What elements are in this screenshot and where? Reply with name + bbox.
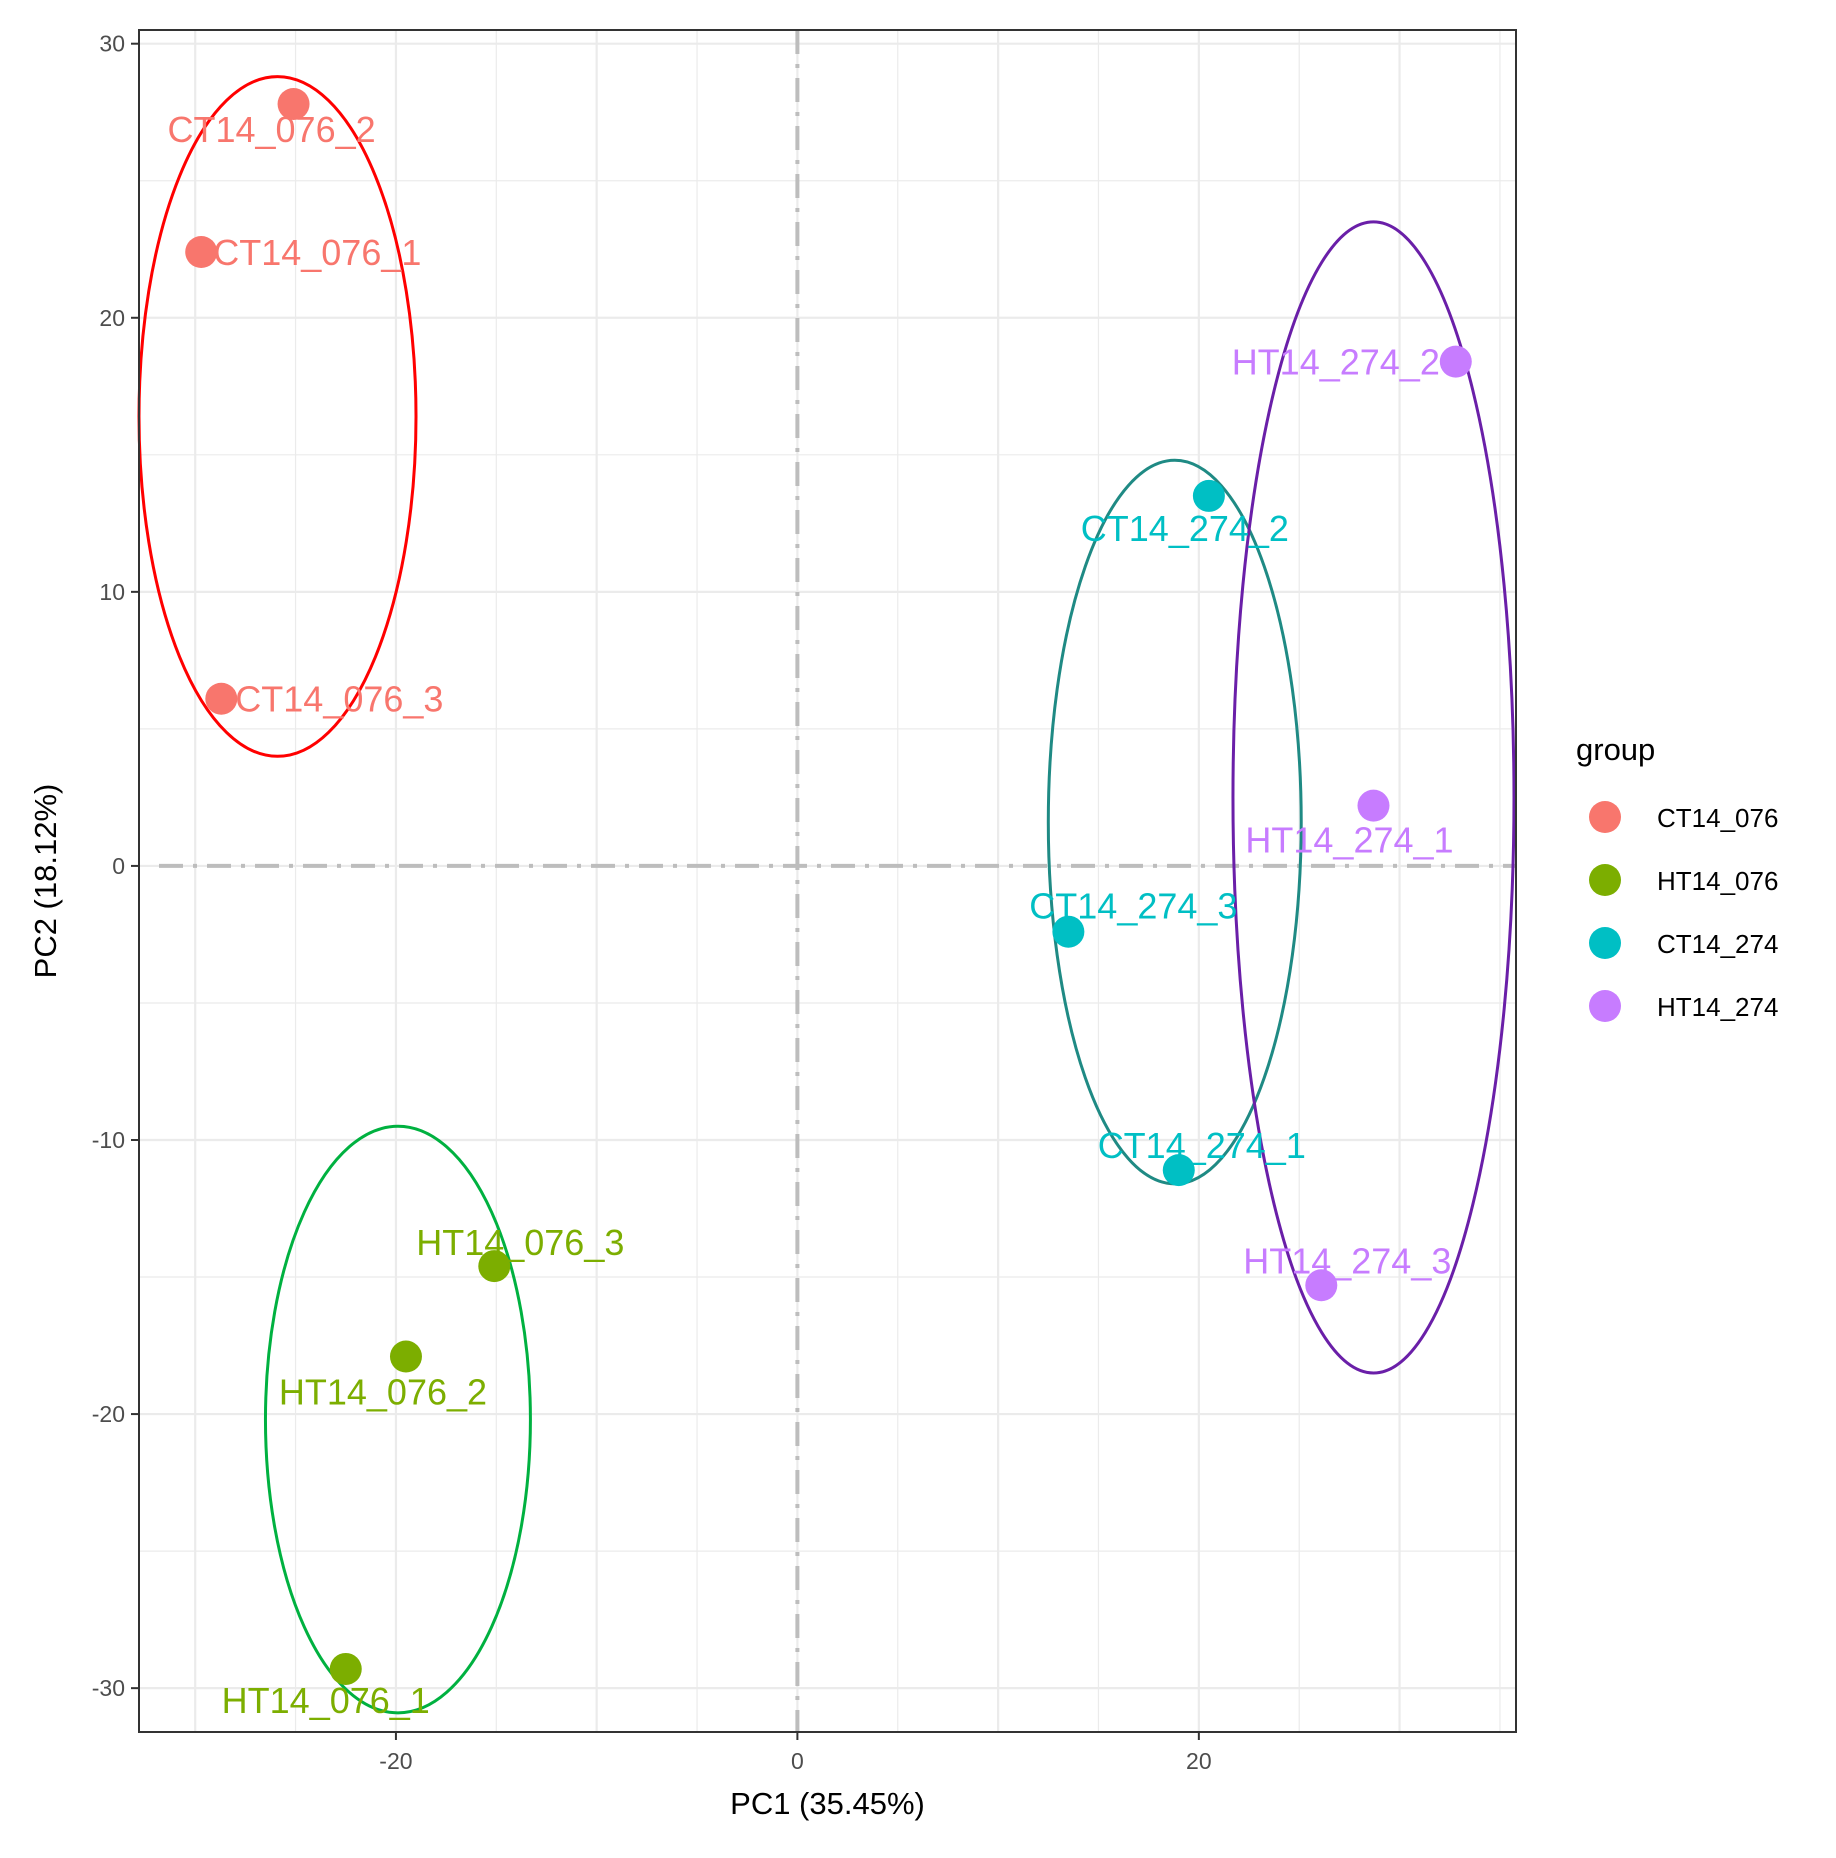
point-ct14-076-1: [185, 236, 218, 268]
point-label-ct14-274-3: CT14_274_3: [1029, 886, 1237, 927]
panel-border: [138, 29, 1517, 1733]
y-tick-label: 10: [99, 579, 125, 605]
point-ht14-076-2: [389, 1340, 422, 1373]
ellipse-ht14-274: [1231, 220, 1516, 1375]
legend-label-ht14-076: HT14_076: [1657, 866, 1778, 896]
point-label-ct14-274-1: CT14_274_1: [1098, 1125, 1306, 1166]
x-tick-label: -20: [379, 1748, 412, 1774]
point-label-ht14-274-3: HT14_274_3: [1243, 1240, 1451, 1281]
point-ct14-274-3: [1052, 915, 1085, 948]
y-tick-label: -30: [92, 1675, 125, 1701]
y-axis-title: PC2 (18.12%): [28, 784, 63, 979]
legend-label-ct14-076: CT14_076: [1657, 803, 1778, 833]
point-ct14-076-2: [277, 88, 310, 120]
x-tick-label: 0: [791, 1748, 804, 1774]
group-ellipses: [137, 75, 1516, 1715]
y-tick-label: -10: [92, 1127, 125, 1153]
point-ct14-076-3: [205, 682, 238, 715]
data-points: [185, 88, 1472, 1685]
point-label-ht14-076-1: HT14_076_1: [222, 1680, 430, 1721]
point-label-ht14-274-1: HT14_274_1: [1245, 820, 1453, 861]
x-tick-label: 20: [1186, 1748, 1212, 1774]
y-axis: -30 -20 -10 0 10 20 30: [92, 31, 139, 1701]
point-ht14-274-3: [1305, 1269, 1338, 1302]
point-ht14-274-1: [1357, 789, 1390, 822]
point-label-ht14-274-2: HT14_274_2: [1232, 342, 1440, 383]
point-label-ct14-274-2: CT14_274_2: [1081, 508, 1289, 549]
y-tick-label: 30: [99, 31, 125, 57]
legend-label-ct14-274: CT14_274: [1657, 929, 1778, 959]
reference-lines: [159, 30, 1516, 1732]
point-label-ct14-076-2: CT14_076_2: [167, 109, 375, 150]
legend-key-ct14-076: [1589, 801, 1621, 833]
y-tick-label: 0: [112, 853, 125, 879]
point-ht14-274-2: [1439, 345, 1472, 378]
point-ht14-076-3: [478, 1250, 511, 1283]
legend-key-ht14-274: [1589, 990, 1621, 1022]
legend: group CT14_076 HT14_076 CT14_274 HT14_274: [1576, 732, 1778, 1022]
legend-title: group: [1576, 732, 1655, 767]
y-tick-label: 20: [99, 305, 125, 331]
x-axis: -20 0 20: [379, 1732, 1212, 1774]
point-labels: CT14_076_1 CT14_076_2 CT14_076_3 HT14_076_1…: [167, 109, 1453, 1721]
legend-key-ht14-076: [1589, 864, 1621, 896]
legend-label-ht14-274: HT14_274: [1657, 992, 1778, 1022]
y-tick-label: -20: [92, 1401, 125, 1427]
point-ct14-274-1: [1162, 1154, 1195, 1187]
point-label-ct14-076-1: CT14_076_1: [213, 232, 421, 273]
point-ht14-076-1: [329, 1652, 362, 1685]
legend-key-ct14-274: [1589, 927, 1621, 959]
point-label-ht14-076-2: HT14_076_2: [279, 1372, 487, 1413]
x-axis-title: PC1 (35.45%): [730, 1786, 925, 1821]
point-label-ht14-076-3: HT14_076_3: [416, 1222, 624, 1263]
point-label-ct14-076-3: CT14_076_3: [235, 679, 443, 720]
point-ct14-274-2: [1192, 479, 1225, 512]
ellipse-ht14-076: [263, 1124, 532, 1715]
